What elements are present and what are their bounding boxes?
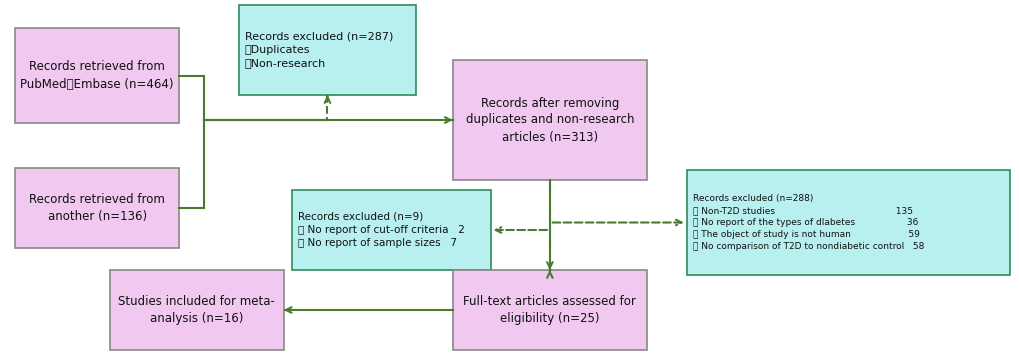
Text: Records after removing
duplicates and non-research
articles (n=313): Records after removing duplicates and no… [465, 96, 634, 143]
FancyBboxPatch shape [238, 5, 416, 95]
Text: Records retrieved from
another (n=136): Records retrieved from another (n=136) [30, 193, 165, 223]
FancyBboxPatch shape [452, 270, 646, 350]
Text: Records retrieved from
PubMed、Embase (n=464): Records retrieved from PubMed、Embase (n=… [20, 60, 173, 91]
FancyBboxPatch shape [109, 270, 283, 350]
Text: Records excluded (n=288)
Ⓢ Non-T2D studies                                      : Records excluded (n=288) Ⓢ Non-T2D studi… [692, 194, 923, 250]
Text: Records excluded (n=9)
Ⓢ No report of cut-off criteria   2
Ⓢ No report of sample: Records excluded (n=9) Ⓢ No report of cu… [298, 212, 464, 248]
FancyBboxPatch shape [15, 168, 179, 248]
Text: Full-text articles assessed for
eligibility (n=25): Full-text articles assessed for eligibil… [463, 295, 636, 325]
Text: Studies included for meta-
analysis (n=16): Studies included for meta- analysis (n=1… [118, 295, 275, 325]
FancyBboxPatch shape [15, 28, 179, 123]
FancyBboxPatch shape [291, 190, 490, 270]
FancyBboxPatch shape [452, 60, 646, 180]
FancyBboxPatch shape [686, 170, 1009, 275]
Text: Records excluded (n=287)
ⓈDuplicates
ⓈNon-research: Records excluded (n=287) ⓈDuplicates ⓈNo… [245, 32, 393, 68]
